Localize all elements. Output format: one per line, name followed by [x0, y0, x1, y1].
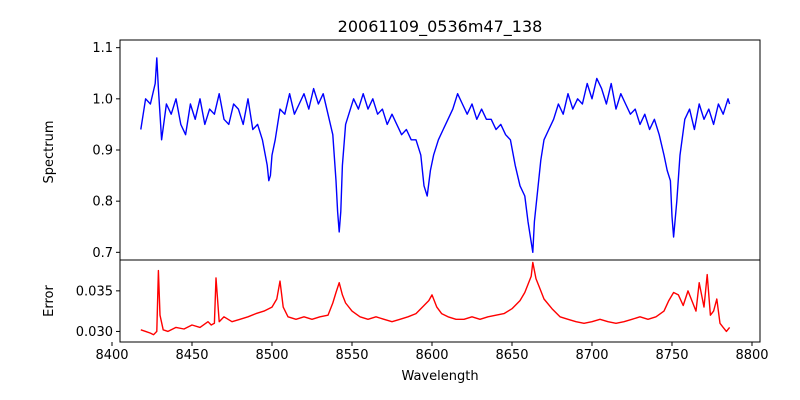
- x-axis: 8400 8450 8500 8550 8600 8650 8700 8750 8800: [95, 342, 769, 363]
- x-axis-label: Wavelength: [401, 369, 478, 384]
- spectrum-panel-y-tick-label: 0.9: [92, 144, 113, 159]
- x-tick-label: 8650: [495, 348, 528, 363]
- chart-title: 20061109_0536m47_138: [338, 17, 543, 37]
- spectrum-panel-y-tick-label: 1.0: [92, 92, 113, 107]
- error-panel-y-tick-label: 0.035: [76, 284, 113, 299]
- spectrum-panel: 0.7 0.8 0.9 1.0 1.1: [92, 39, 761, 261]
- error-axis-label: Error: [42, 285, 57, 317]
- x-tick-label: 8750: [655, 348, 688, 363]
- x-tick-label: 8400: [95, 348, 128, 363]
- spectrum-panel-frame: [119, 39, 761, 261]
- x-tick-label: 8550: [335, 348, 368, 363]
- error-panel-y-tick-label: 0.030: [76, 325, 113, 340]
- spectrum-panel-y-tick-label: 0.7: [92, 246, 113, 261]
- error-panel-series-line: [140, 261, 731, 336]
- spectrum-panel-y-tick-label: 1.1: [92, 41, 113, 56]
- x-tick-label: 8500: [255, 348, 288, 363]
- x-tick-label: 8700: [575, 348, 608, 363]
- spectrum-panel-series-line: [140, 57, 731, 254]
- spectrum-panel-y-tick-label: 0.8: [92, 195, 113, 210]
- error-panel: 0.030 0.035: [76, 259, 761, 343]
- x-tick-label: 8800: [735, 348, 768, 363]
- x-tick-label: 8600: [415, 348, 448, 363]
- spectrum-axis-label: Spectrum: [42, 121, 57, 184]
- error-panel-frame: [119, 259, 761, 343]
- x-tick-label: 8450: [175, 348, 208, 363]
